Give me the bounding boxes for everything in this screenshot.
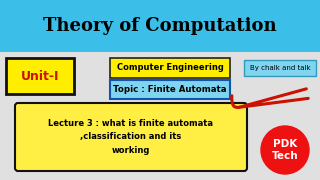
- Circle shape: [261, 126, 309, 174]
- Bar: [0, 52, 320, 180]
- FancyBboxPatch shape: [244, 60, 316, 76]
- Text: PDK
Tech: PDK Tech: [272, 139, 298, 161]
- Text: Topic : Finite Automata: Topic : Finite Automata: [113, 85, 227, 94]
- FancyBboxPatch shape: [110, 58, 230, 78]
- Bar: [0, 0, 320, 52]
- Text: Unit-I: Unit-I: [21, 69, 59, 82]
- Text: Theory of Computation: Theory of Computation: [43, 17, 277, 35]
- FancyBboxPatch shape: [6, 58, 74, 94]
- Text: Computer Engineering: Computer Engineering: [116, 64, 223, 73]
- Text: By chalk and talk: By chalk and talk: [250, 65, 310, 71]
- Text: Lecture 3 : what is finite automata
,classification and its
working: Lecture 3 : what is finite automata ,cla…: [49, 119, 213, 155]
- FancyBboxPatch shape: [110, 80, 230, 99]
- FancyBboxPatch shape: [15, 103, 247, 171]
